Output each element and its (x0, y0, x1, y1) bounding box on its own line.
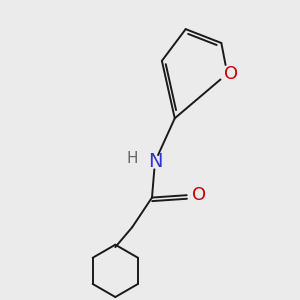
Text: O: O (192, 186, 206, 204)
Text: N: N (148, 152, 162, 171)
Text: O: O (224, 65, 238, 83)
Text: H: H (127, 152, 138, 166)
